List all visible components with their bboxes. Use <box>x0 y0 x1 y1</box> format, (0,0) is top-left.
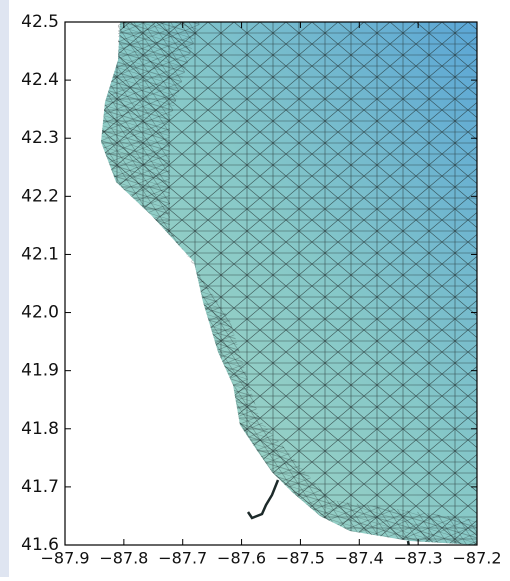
mesh <box>101 22 477 552</box>
side-strip <box>0 0 9 577</box>
y-tick-label: 41.7 <box>21 477 59 497</box>
y-tick-label: 42.1 <box>21 244 59 264</box>
x-tick-label: −87.5 <box>276 549 325 568</box>
x-tick-label: −87.4 <box>335 549 384 568</box>
x-tick-label: −87.7 <box>158 549 207 568</box>
y-tick-label: 42.4 <box>21 70 59 90</box>
x-tick-label: −87.6 <box>217 549 266 568</box>
chart: 41.641.741.841.942.042.142.242.342.442.5… <box>0 0 510 577</box>
x-tick-label: −87.2 <box>452 549 501 568</box>
x-tick-label: −87.3 <box>394 549 443 568</box>
y-tick-label: 42.3 <box>21 128 59 148</box>
y-tick-label: 42.2 <box>21 186 59 206</box>
y-tick-label: 41.8 <box>21 419 59 439</box>
x-tick-label: −87.9 <box>40 549 89 568</box>
y-tick-label: 42.5 <box>21 12 59 32</box>
page: 41.641.741.841.942.042.142.242.342.442.5… <box>0 0 510 577</box>
river <box>248 480 278 518</box>
y-tick-label: 41.9 <box>21 361 59 381</box>
x-tick-label: −87.8 <box>99 549 148 568</box>
y-tick-label: 42.0 <box>21 303 59 323</box>
